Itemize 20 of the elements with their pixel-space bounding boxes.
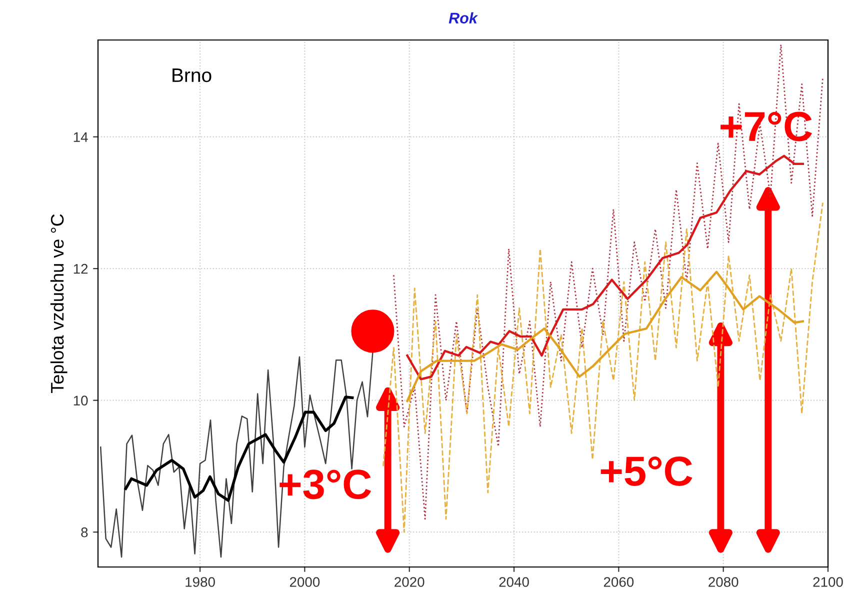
y-tick-label: 8	[81, 527, 88, 538]
line-series	[100, 352, 374, 558]
y-tick-label: 12	[74, 264, 88, 274]
annotation: Brno	[172, 68, 212, 82]
x-tick-label: 2040	[499, 577, 529, 587]
y-axis-title: Teplota vzduchu ve °C	[50, 214, 68, 394]
line-series	[392, 44, 824, 520]
line-series	[406, 154, 804, 380]
y-tick-label: 10	[74, 396, 88, 406]
line-series	[406, 270, 804, 402]
x-tick-label: 2000	[290, 577, 320, 587]
chart-title: Rok	[448, 12, 478, 24]
x-tick-label: 1980	[186, 577, 215, 587]
y-tick-label: 14	[74, 132, 88, 142]
x-tick-label: 2100	[813, 577, 843, 587]
x-tick-label: 2060	[604, 577, 634, 587]
x-tick-label: 2080	[708, 577, 738, 587]
annotation: +5°C	[600, 456, 692, 486]
x-tick-label: 2020	[394, 577, 424, 587]
line-series	[382, 202, 824, 533]
